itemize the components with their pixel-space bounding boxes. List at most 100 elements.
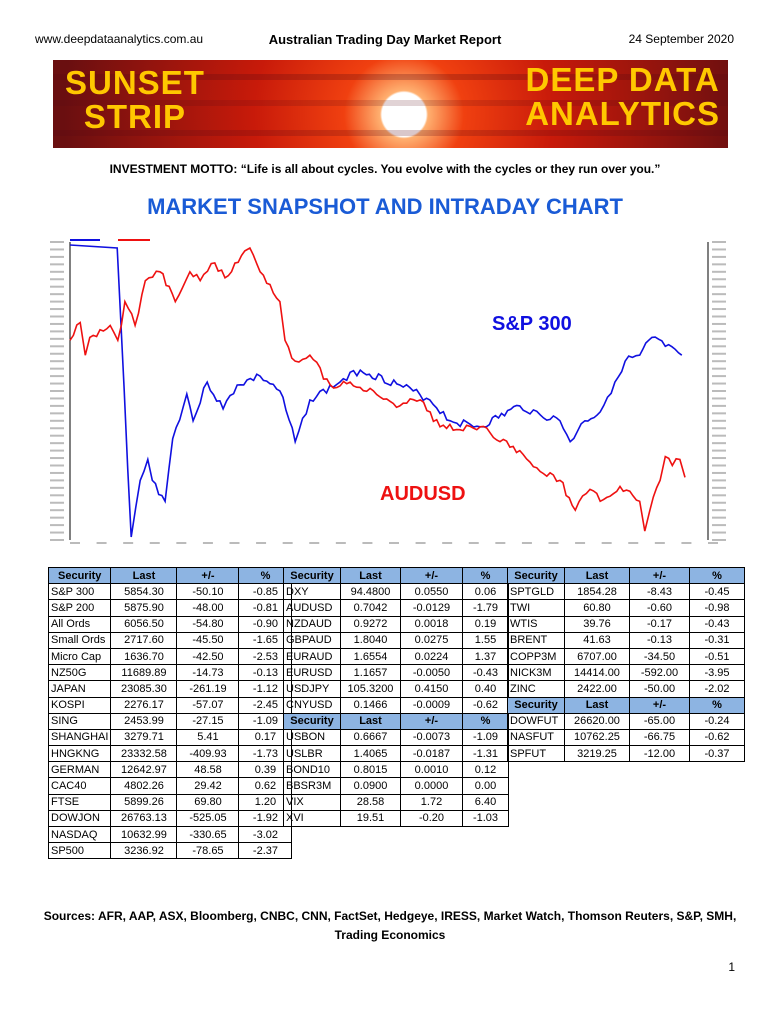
left-axis-tick-label — [50, 524, 64, 527]
security-cell: GERMAN — [47, 761, 112, 779]
table-row: Micro Cap 1636.70 -42.50 -2.53 — [47, 647, 293, 666]
last-cell: 5875.90 — [110, 599, 178, 617]
percent-cell: -2.45 — [238, 696, 293, 714]
table-row: DOWJON 26763.13 -525.05 -1.92 — [47, 809, 293, 828]
x-axis-tick-label — [654, 542, 665, 544]
x-axis-tick-label — [468, 542, 479, 544]
left-axis-tick-label — [50, 390, 64, 392]
table-row: DXY 94.4800 0.0550 0.06 — [283, 583, 509, 601]
right-axis-tick-label — [712, 360, 726, 363]
security-cell: XVI — [283, 809, 341, 828]
percent-cell: -3.95 — [689, 664, 745, 682]
change-cell: 48.58 — [176, 761, 240, 779]
left-axis-tick-label — [50, 241, 64, 243]
equities-table: Security Last +/-% S&P 300 5854.30 -50.10 -0.8… — [47, 566, 293, 860]
left-axis-tick-label — [50, 263, 64, 266]
change-cell: -48.00 — [176, 599, 240, 617]
intraday-chart: S&P 300 AUDUSD — [50, 239, 726, 544]
table-row: NZ50G 11689.89 -14.73 -0.13 — [47, 664, 293, 682]
x-axis-tick-label — [575, 542, 586, 544]
change-cell: -0.60 — [629, 599, 690, 617]
right-axis-tick-label — [712, 404, 726, 407]
change-cell: 0.0224 — [400, 647, 463, 666]
column-header: Security — [507, 696, 565, 714]
left-axis-tick-label — [50, 412, 64, 415]
percent-cell: 0.06 — [462, 583, 509, 601]
left-axis-tick-label — [50, 539, 64, 541]
last-cell: 23332.58 — [110, 745, 178, 763]
left-axis-tick-label — [50, 300, 64, 303]
change-cell: -12.00 — [629, 745, 690, 763]
last-cell: 0.0900 — [340, 777, 401, 795]
last-cell: 94.4800 — [340, 583, 401, 601]
column-header: % — [689, 696, 745, 714]
percent-cell: -0.98 — [689, 599, 745, 617]
change-cell: 5.41 — [176, 728, 240, 747]
security-cell: JAPAN — [47, 680, 112, 698]
column-header: % — [462, 566, 509, 585]
change-cell: 0.0275 — [400, 631, 463, 649]
left-axis-tick-label — [50, 486, 64, 489]
last-cell: 0.7042 — [340, 599, 401, 617]
column-header: Last — [564, 566, 630, 585]
right-axis-tick-label — [712, 322, 726, 325]
right-axis-tick-label — [712, 375, 726, 378]
left-axis-tick-label — [50, 531, 64, 534]
x-axis-tick-label — [495, 542, 506, 544]
change-cell: -0.0073 — [400, 728, 463, 747]
column-header: +/- — [176, 566, 240, 585]
column-header: % — [689, 566, 745, 585]
right-axis-tick-label — [712, 509, 726, 512]
right-axis-tick-label — [712, 255, 726, 258]
last-cell: 3279.71 — [110, 728, 178, 747]
column-header: % — [462, 712, 509, 730]
percent-cell: 0.19 — [462, 615, 509, 633]
table-row: EURUSD 1.1657 -0.0050 -0.43 — [283, 664, 509, 682]
table-row: SPFUT 3219.25 -12.00 -0.37 — [507, 745, 745, 763]
left-axis-tick-label — [50, 278, 64, 281]
percent-cell: 0.40 — [462, 680, 509, 698]
security-cell: HNGKNG — [47, 745, 112, 763]
last-cell: 0.1466 — [340, 696, 401, 714]
x-axis-tick-label — [628, 542, 639, 544]
table-row: SPTGLD 1854.28 -8.43 -0.45 — [507, 583, 745, 601]
change-cell: -0.0129 — [400, 599, 463, 617]
motto-text: “Life is all about cycles. You evolve wi… — [240, 162, 661, 176]
security-cell: VIX — [283, 793, 341, 811]
change-cell: -27.15 — [176, 712, 240, 730]
x-axis-tick-label — [123, 542, 134, 544]
banner-sunset-strip: SUNSET STRIP — [65, 66, 205, 134]
security-cell: SPFUT — [507, 745, 565, 763]
change-cell: 0.0550 — [400, 583, 463, 601]
table-row: NASDAQ 10632.99 -330.65 -3.02 — [47, 825, 293, 844]
change-cell: -8.43 — [629, 583, 690, 601]
change-cell: 69.80 — [176, 793, 240, 811]
last-cell: 1.1657 — [340, 664, 401, 682]
right-axis-tick-label — [712, 390, 726, 392]
investment-motto: INVESTMENT MOTTO: “Life is all about cyc… — [0, 162, 770, 176]
left-axis-tick-label — [50, 375, 64, 378]
x-axis-tick-label — [149, 542, 160, 544]
right-axis-tick-label — [712, 524, 726, 527]
security-cell: All Ords — [47, 615, 112, 633]
left-axis-tick-label — [50, 404, 64, 407]
security-cell: FTSE — [47, 793, 112, 811]
website-url: www.deepdataanalytics.com.au — [35, 32, 204, 46]
table-row: CNYUSD 0.1466 -0.0009 -0.62 — [283, 696, 509, 714]
security-cell: TWI — [507, 599, 565, 617]
left-axis-tick-label — [50, 449, 64, 452]
last-cell: 6056.50 — [110, 615, 178, 633]
percent-cell: -0.51 — [689, 647, 745, 666]
last-cell: 1854.28 — [564, 583, 630, 601]
change-cell: -45.50 — [176, 631, 240, 649]
section-title: MARKET SNAPSHOT AND INTRADAY CHART — [147, 194, 623, 219]
column-header: +/- — [629, 696, 690, 714]
percent-cell: -2.02 — [689, 680, 745, 698]
column-header: +/- — [400, 712, 463, 730]
right-axis-tick-label — [712, 330, 726, 333]
x-axis-tick-label — [548, 542, 559, 544]
last-cell: 10632.99 — [110, 825, 178, 844]
last-cell: 105.3200 — [340, 680, 401, 698]
right-axis-tick-label — [712, 516, 726, 519]
security-cell: SHANGHAI — [47, 728, 112, 747]
